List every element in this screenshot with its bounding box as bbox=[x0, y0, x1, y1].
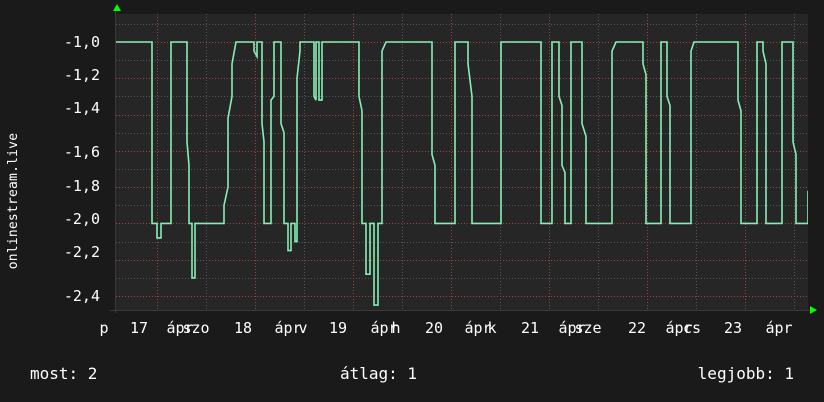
x-tick-label: ápr bbox=[765, 319, 793, 337]
y-axis-line bbox=[115, 11, 116, 313]
x-tick-label: ápr bbox=[558, 319, 586, 337]
x-tick-label: k bbox=[487, 319, 497, 337]
y-tick-label: -1,4 bbox=[63, 99, 100, 117]
legend-best: legjobb: 1 bbox=[697, 364, 794, 383]
y-tick-label: -1,0 bbox=[63, 33, 100, 51]
x-axis-arrow-icon bbox=[810, 306, 817, 314]
x-tick-label: ápr bbox=[166, 319, 194, 337]
plot-area bbox=[116, 14, 808, 310]
x-tick-label: ápr bbox=[274, 319, 302, 337]
x-tick-label: 21 bbox=[520, 319, 540, 337]
x-tick-label: p bbox=[99, 319, 109, 337]
x-tick-label: ápr bbox=[464, 319, 492, 337]
y-tick-label: -1,8 bbox=[63, 177, 100, 195]
legend-average: átlag: 1 bbox=[340, 364, 418, 383]
x-tick-label: cs bbox=[682, 319, 702, 337]
series-line-onlinestream bbox=[116, 41, 808, 306]
y-tick-label: -1,6 bbox=[63, 143, 100, 161]
legend: most: 2 átlag: 1 legjobb: 1 bbox=[0, 362, 824, 392]
y-tick-label: -2,2 bbox=[63, 243, 100, 261]
x-axis-tick-labels: p 17 ápr szo 18 ápr v 19 ápr h 20 ápr k 21 ápr sze 22 ápr… bbox=[0, 318, 824, 340]
x-tick-label: 17 bbox=[129, 319, 149, 337]
legend-now: most: 2 bbox=[30, 364, 98, 383]
minor-gridlines bbox=[116, 14, 808, 310]
x-tick-label: ápr bbox=[370, 319, 398, 337]
y-tick-label: -2,0 bbox=[63, 210, 100, 228]
x-tick-label: sze bbox=[574, 319, 602, 337]
plot-canvas bbox=[116, 14, 808, 310]
y-axis-arrow-icon bbox=[113, 4, 121, 11]
y-tick-label: -2,4 bbox=[63, 287, 100, 305]
y-axis-title: onlinestream.live bbox=[5, 132, 21, 270]
x-tick-label: 23 bbox=[723, 319, 743, 337]
y-axis-tick-labels: -1,0 -1,2 -1,4 -1,6 -1,8 -2,0 -2,2 -2,4 bbox=[28, 0, 106, 330]
x-tick-label: h bbox=[391, 319, 401, 337]
major-gridlines bbox=[116, 14, 808, 310]
x-tick-label: 22 bbox=[627, 319, 647, 337]
x-tick-label: 18 bbox=[233, 319, 253, 337]
x-tick-label: 19 bbox=[328, 319, 348, 337]
x-tick-label: v bbox=[298, 319, 308, 337]
x-tick-label: ápr bbox=[665, 319, 693, 337]
x-tick-label: 20 bbox=[424, 319, 444, 337]
x-tick-label: szo bbox=[182, 319, 210, 337]
y-tick-label: -1,2 bbox=[63, 66, 100, 84]
x-axis-line bbox=[110, 310, 812, 311]
